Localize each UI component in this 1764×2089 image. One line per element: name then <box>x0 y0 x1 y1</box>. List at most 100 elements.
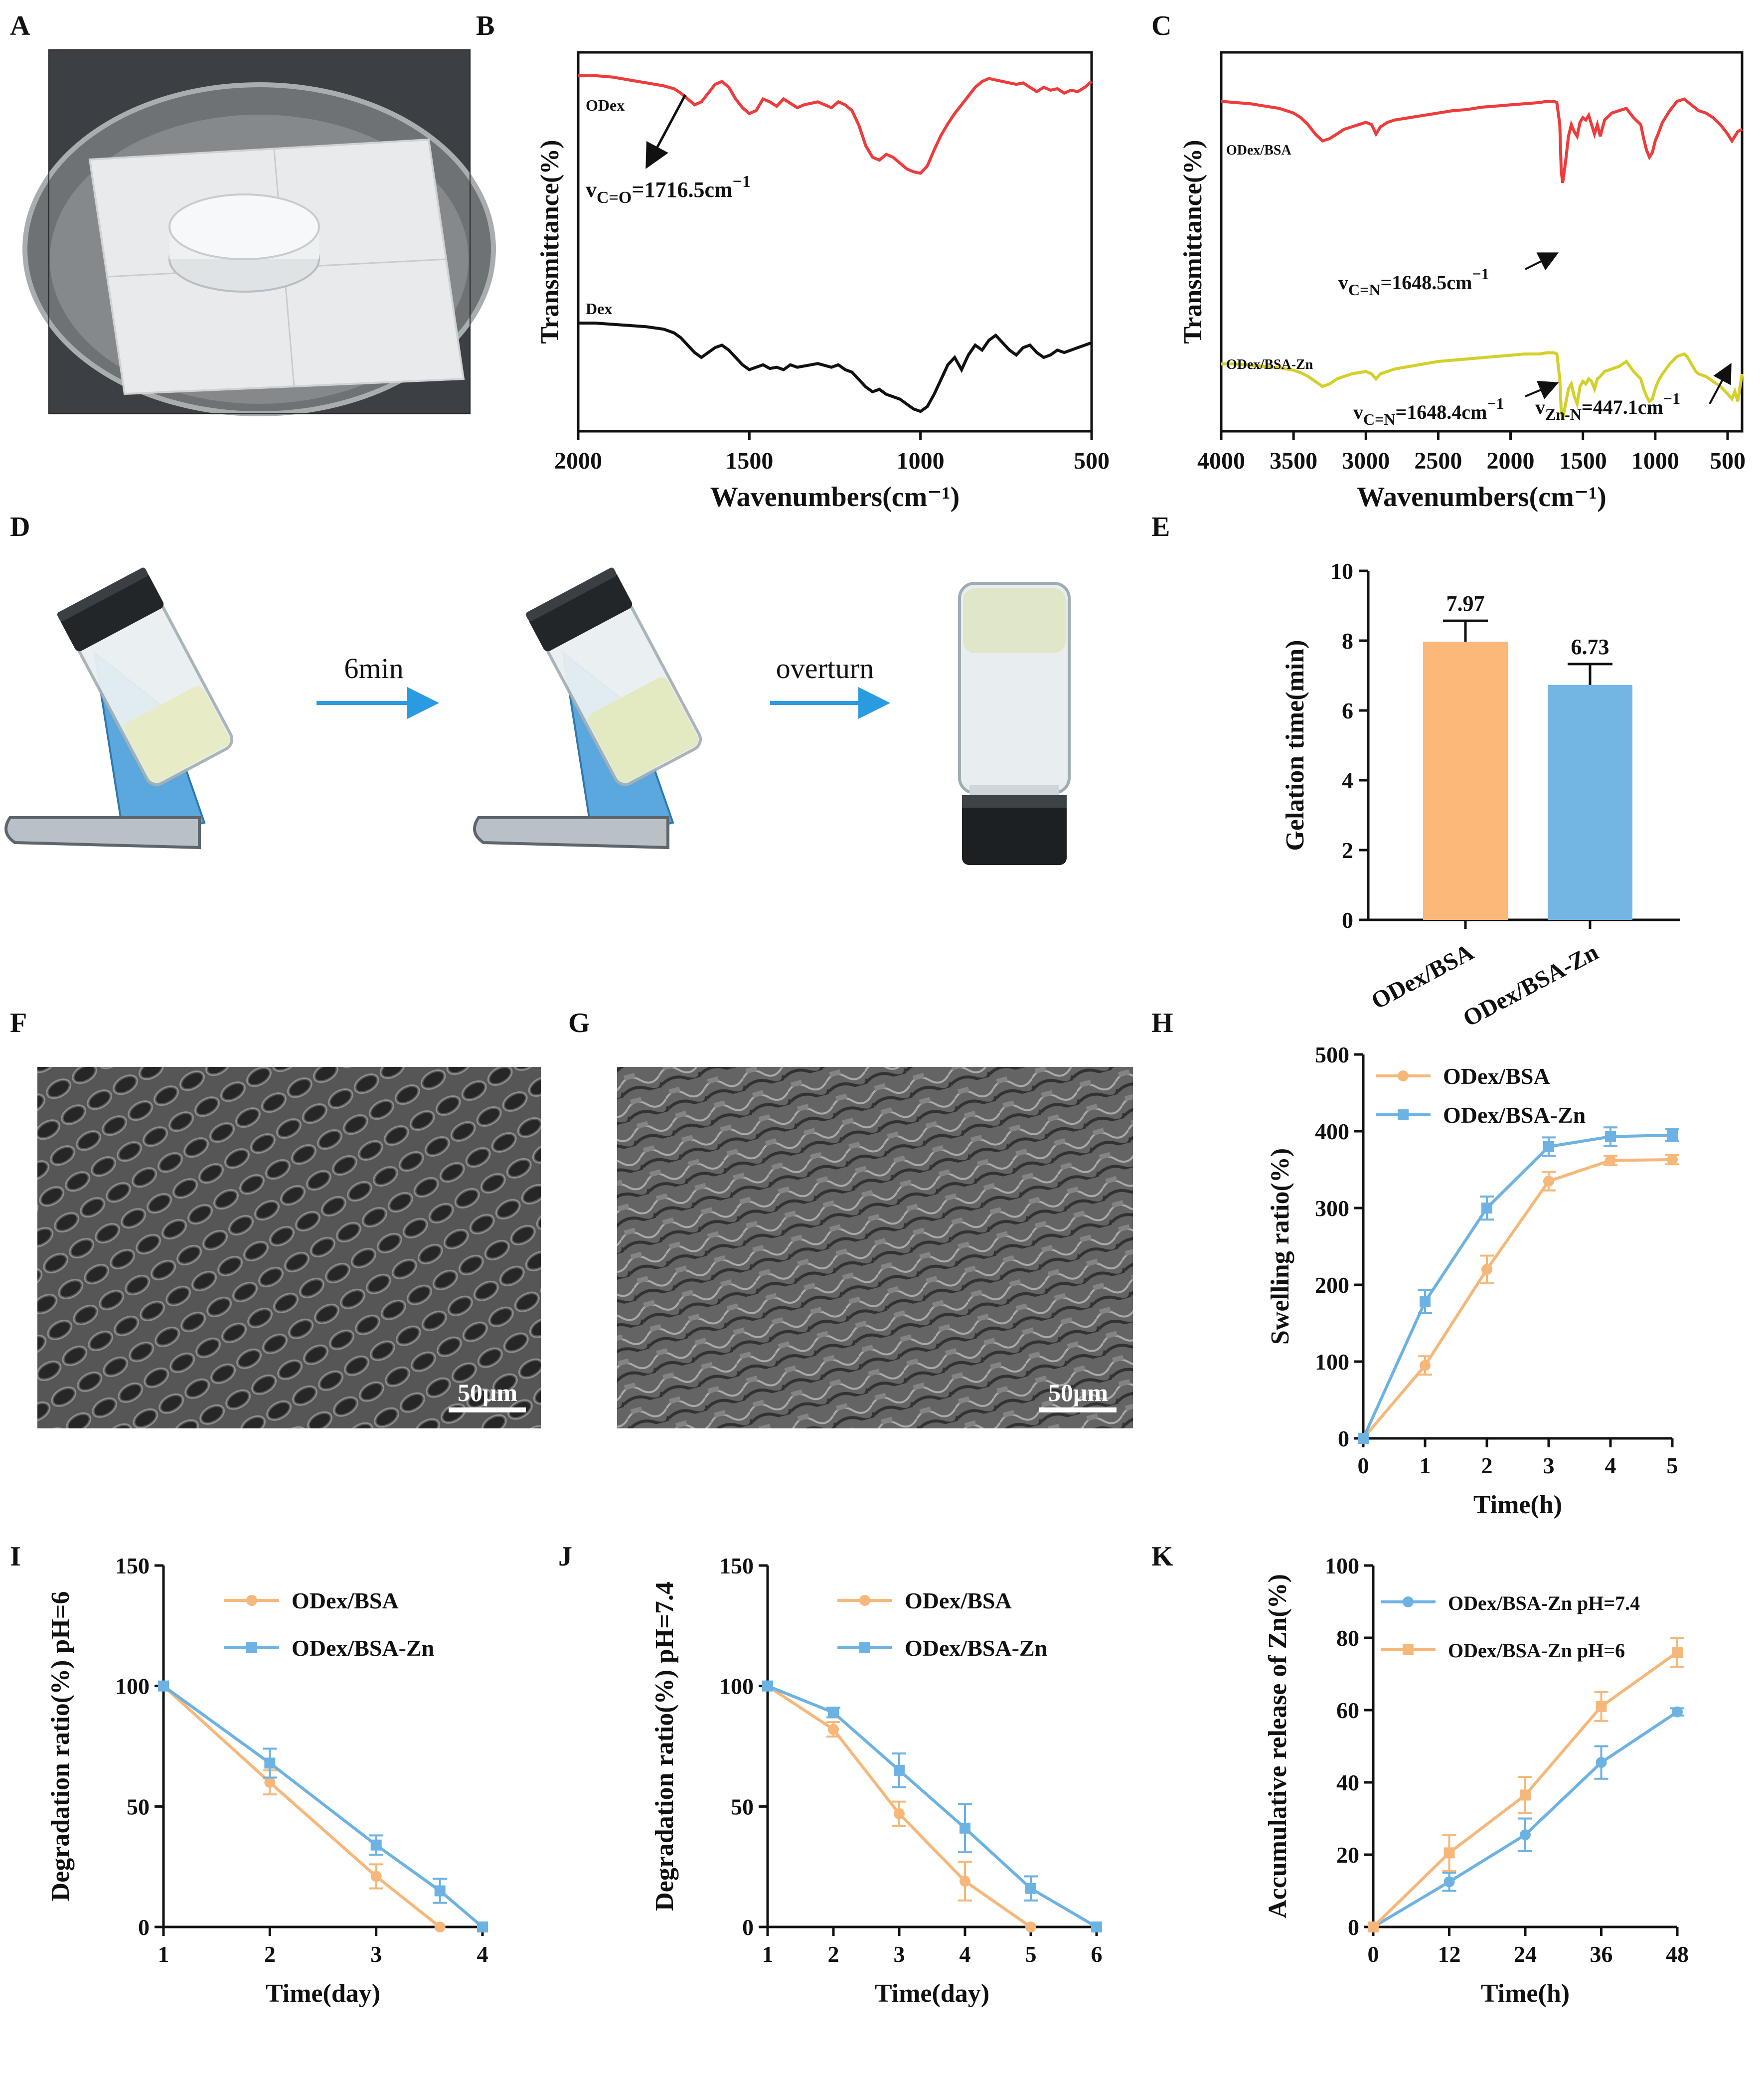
panel-label-j: J <box>558 1541 572 1572</box>
legend-marker <box>859 1595 870 1606</box>
data-point <box>1667 1129 1678 1141</box>
bar-1 <box>1423 642 1508 920</box>
legend-label: ODex/BSA-Zn <box>905 1635 1047 1661</box>
series-label-odex-bsa: ODex/BSA <box>1226 143 1291 158</box>
legend-marker <box>1398 1070 1409 1081</box>
panel-label-h: H <box>1151 1008 1173 1039</box>
series-label-dex: Dex <box>586 300 612 318</box>
y-axis-label: Degradation ratio(%) pH=7.4 <box>650 1581 679 1911</box>
y-tick-label: 6 <box>1342 698 1353 723</box>
y-tick-label: 0 <box>1342 907 1353 933</box>
y-tick-label: 150 <box>719 1553 754 1578</box>
x-tick-label: 2 <box>1481 1453 1493 1478</box>
y-tick-label: 0 <box>1348 1915 1359 1940</box>
data-point <box>1025 1883 1036 1894</box>
data-point <box>1596 1757 1607 1768</box>
data-point <box>960 1822 970 1834</box>
vial-overturned <box>958 582 1071 865</box>
y-tick-label: 200 <box>1315 1272 1349 1298</box>
x-tick-label: 2000 <box>1487 448 1535 474</box>
y-axis-label: Transmittance(%) <box>1179 140 1207 344</box>
chart-h: 0 100 200 300 400 500 0 1 2 3 4 5 ODex/BSA ODex/BSA-Z… <box>1266 1042 1679 1519</box>
y-axis-label: Swelling ratio(%) <box>1266 1148 1294 1345</box>
plot-frame <box>577 51 1093 433</box>
x-tick-label: 6 <box>1091 1941 1103 1967</box>
x-axis-label: Time(h) <box>1473 1491 1562 1519</box>
y-axis-label: Transmittance(%) <box>536 140 564 344</box>
x-tick-label: 3 <box>894 1941 905 1967</box>
panel-labels: A B C D E F G H I J K <box>10 10 1173 1572</box>
x-tick-label: 500 <box>1074 448 1110 474</box>
chart-i: 0 50 100 150 1 2 3 4 ODex/BSA ODex/BSA-Zn Time(day… <box>46 1553 488 2008</box>
panel-g-sem: 50μm <box>617 1067 1133 1428</box>
data-point <box>1420 1296 1431 1307</box>
panel-label-c: C <box>1151 10 1171 41</box>
panel-label-g: G <box>568 1008 590 1039</box>
y-tick-label: 0 <box>1338 1426 1349 1451</box>
y-tick-label: 50 <box>731 1794 754 1819</box>
data-point <box>894 1808 905 1819</box>
y-tick-label: 100 <box>1315 1349 1349 1375</box>
panel-label-e: E <box>1151 512 1170 542</box>
x-tick-label: 1000 <box>897 448 945 474</box>
data-point <box>828 1724 839 1735</box>
x-tick-label: 4000 <box>1197 448 1245 474</box>
y-axis-label: Gelation time(min) <box>1281 640 1309 851</box>
x-tick-label: 0 <box>1368 1941 1379 1967</box>
step1-label: 6min <box>344 652 403 685</box>
y-axis-label: Degradation ratio(%) pH=6 <box>46 1591 75 1902</box>
y-tick-label: 100 <box>1325 1553 1359 1578</box>
x-axis-label: Time(day) <box>266 1979 380 2008</box>
legend-marker <box>1403 1644 1414 1655</box>
x-tick-label: 36 <box>1590 1941 1613 1967</box>
data-point <box>1543 1141 1554 1152</box>
x-tick-label: 1 <box>158 1941 169 1967</box>
data-point <box>370 1871 382 1882</box>
annotation-arrow <box>1525 380 1559 399</box>
data-point <box>264 1757 276 1769</box>
x-tick-label: 0 <box>1358 1453 1369 1478</box>
series-line-odex-bsa <box>162 1685 441 1928</box>
data-point <box>1443 1876 1455 1888</box>
chart-b: 2000 1500 1000 500 Wavenumbers(cm⁻¹) Transmit… <box>536 51 1110 513</box>
data-point <box>1543 1176 1554 1187</box>
data-point <box>1420 1360 1431 1371</box>
annotation-arrow <box>1525 252 1559 271</box>
panel-d-vials: 6min overturn <box>4 567 1071 865</box>
x-tick-label: 2000 <box>554 448 602 474</box>
panel-f-sem: 50μm <box>37 1067 541 1428</box>
x-tick-label: 1 <box>1420 1453 1431 1478</box>
y-tick-label: 500 <box>1315 1042 1349 1067</box>
plot-frame <box>1220 51 1744 433</box>
annotation-c-o: vC=O=1716.5cm−1 <box>586 173 751 207</box>
x-tick-label: 3 <box>370 1941 382 1967</box>
data-point <box>1520 1789 1531 1801</box>
data-point <box>477 1921 488 1932</box>
y-tick-label: 60 <box>1336 1698 1359 1723</box>
data-point <box>1025 1921 1036 1932</box>
legend-marker <box>246 1642 257 1653</box>
legend-marker <box>1403 1596 1414 1607</box>
x-tick-label: 2 <box>828 1941 839 1967</box>
data-point <box>960 1876 970 1887</box>
x-axis-label: Wavenumbers(cm⁻¹) <box>710 482 960 513</box>
x-tick-label: 3500 <box>1270 448 1317 474</box>
data-point <box>370 1839 382 1851</box>
series-label-odex: ODex <box>586 96 625 114</box>
y-tick-label: 400 <box>1315 1119 1349 1144</box>
x-tick-label: 2 <box>264 1941 276 1967</box>
legend-marker <box>859 1642 870 1653</box>
x-tick-label: 12 <box>1438 1941 1461 1967</box>
data-point <box>894 1764 905 1776</box>
x-tick-label: 4 <box>1605 1453 1616 1478</box>
data-point <box>1091 1921 1102 1932</box>
x-tick-label: 24 <box>1514 1941 1537 1967</box>
vial-tilted-1 <box>4 567 234 850</box>
data-point <box>1358 1433 1369 1444</box>
series-line-odex-bsa-zn <box>1221 351 1744 419</box>
x-tick-label: 5 <box>1667 1453 1678 1478</box>
data-point <box>1520 1829 1531 1841</box>
y-tick-label: 100 <box>115 1674 150 1699</box>
data-point <box>1672 1647 1683 1658</box>
